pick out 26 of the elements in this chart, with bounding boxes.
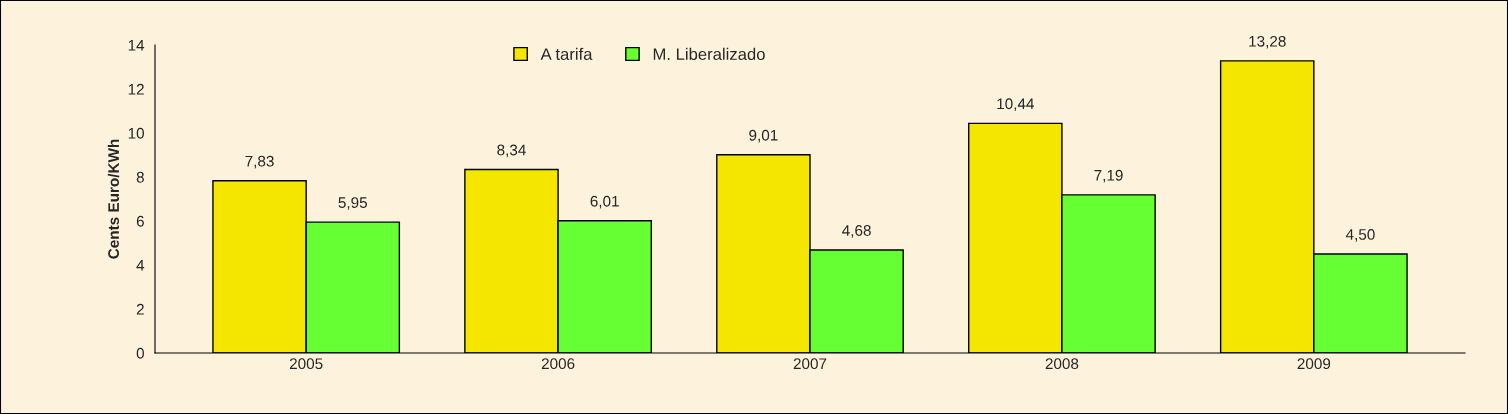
y-tick-label: 0 <box>136 347 144 359</box>
data-label: 5,95 <box>338 197 367 210</box>
data-label: 6,01 <box>590 195 619 209</box>
x-tick-label: 2006 <box>541 358 575 370</box>
y-tick-label: 4 <box>136 260 145 271</box>
y-tick-label: 12 <box>128 83 144 95</box>
data-label: 13,28 <box>1249 35 1286 49</box>
data-label: 8,34 <box>497 144 526 158</box>
data-label: 7,19 <box>1094 169 1123 183</box>
y-tick-label: 6 <box>136 215 144 227</box>
data-label: 9,01 <box>749 129 778 143</box>
data-label: 7,83 <box>245 155 274 169</box>
x-tick-label: 2007 <box>793 358 827 370</box>
y-axis-title: Cents Euro/KWh <box>107 139 120 259</box>
x-tick-label: 2008 <box>1045 358 1079 370</box>
data-label: 4,50 <box>1345 229 1375 242</box>
x-tick-label: 2005 <box>289 358 323 370</box>
x-tick-label: 2009 <box>1297 358 1331 370</box>
legend-label: A tarifa <box>540 47 593 61</box>
y-tick-label: 10 <box>128 127 144 139</box>
y-tick-label: 2 <box>136 303 144 315</box>
data-label: 10,44 <box>997 98 1034 111</box>
data-label: 4,68 <box>842 225 871 238</box>
y-tick-label: 14 <box>128 40 145 51</box>
legend-label: M. Liberalizado <box>653 47 765 61</box>
y-tick-label: 8 <box>136 171 144 183</box>
